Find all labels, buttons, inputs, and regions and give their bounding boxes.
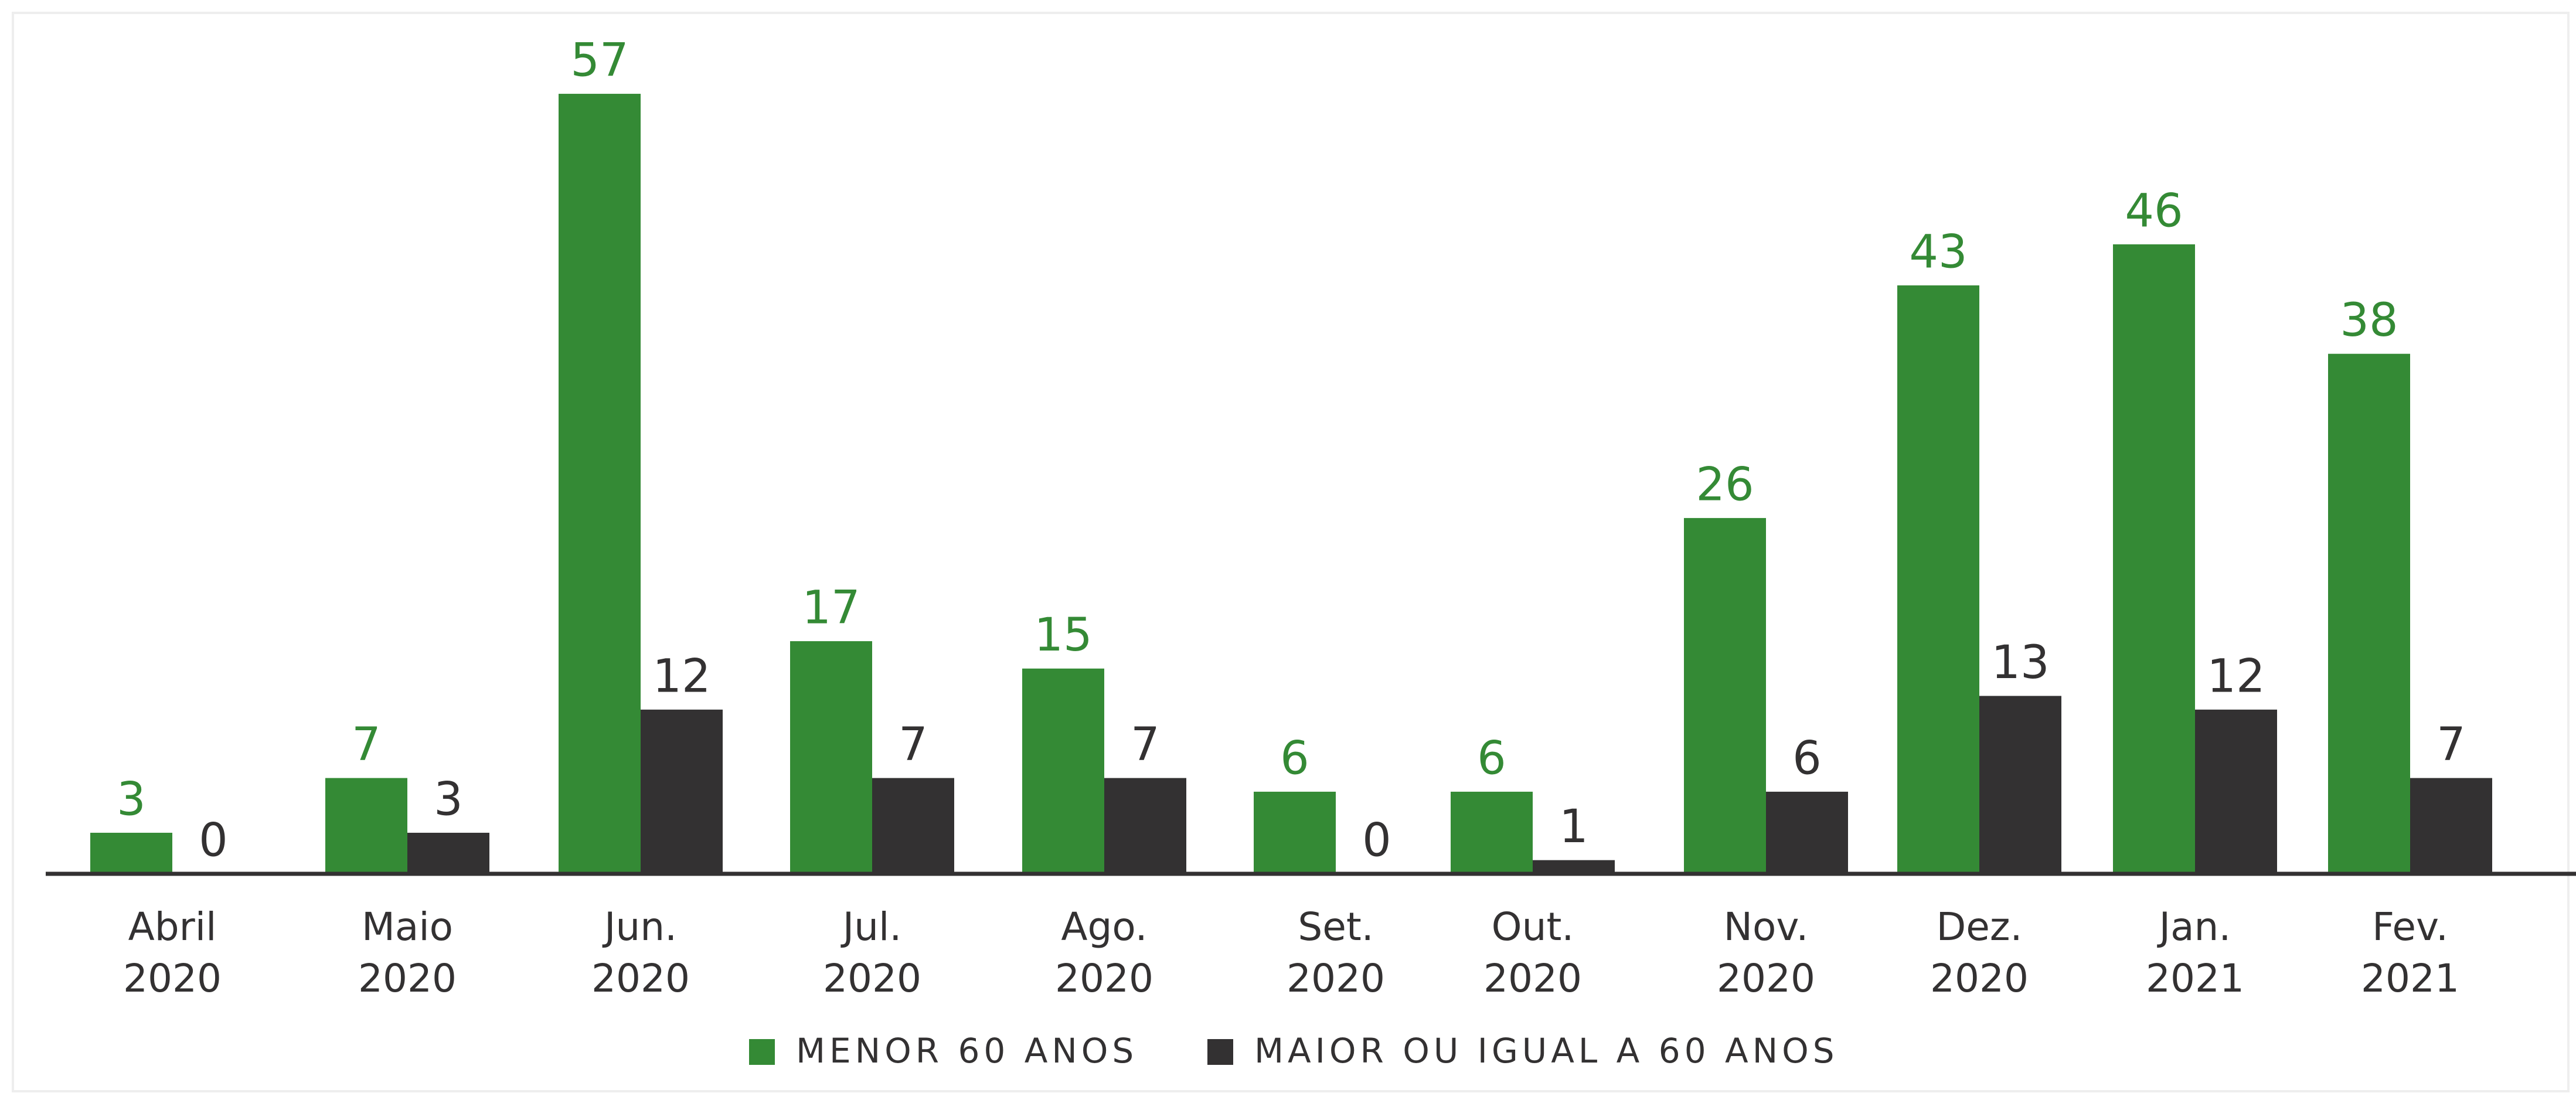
bar — [1979, 696, 2061, 874]
bar — [1684, 517, 1766, 874]
x-tick-label: Dez. 2020 — [1930, 904, 2029, 1001]
bar — [1022, 668, 1104, 874]
value-label: 43 — [1909, 226, 1967, 278]
x-tick-label: Jan. 2021 — [2146, 904, 2244, 1001]
bar — [1451, 791, 1533, 874]
bar — [2410, 778, 2492, 874]
bar — [790, 641, 872, 874]
value-label: 46 — [2125, 185, 2183, 237]
bar — [872, 778, 954, 874]
frame — [12, 12, 2570, 1092]
bar — [1104, 778, 1186, 874]
value-label: 0 — [1362, 814, 1391, 867]
value-label: 6 — [1477, 732, 1506, 785]
value-label: 6 — [1792, 732, 1822, 785]
x-tick-label: Jul. 2020 — [823, 904, 921, 1001]
bar — [325, 778, 407, 874]
bar — [1533, 860, 1615, 874]
bar — [641, 709, 723, 874]
value-label: 7 — [352, 719, 381, 771]
x-tick-label: Fev. 2021 — [2361, 904, 2459, 1001]
value-label: 12 — [652, 650, 710, 703]
value-label: 15 — [1034, 609, 1092, 662]
value-label: 26 — [1696, 458, 1754, 511]
value-label: 7 — [1131, 719, 1160, 771]
bar — [1766, 791, 1848, 874]
value-label: 0 — [199, 814, 228, 867]
legend-label: MENOR 60 ANOS — [796, 1031, 1138, 1071]
value-label: 3 — [117, 773, 146, 826]
value-label: 3 — [434, 773, 463, 826]
x-tick-label: Out. 2020 — [1483, 904, 1582, 1001]
bar — [2195, 709, 2277, 874]
bar — [2328, 353, 2410, 874]
x-tick-label: Nov. 2020 — [1717, 904, 1815, 1001]
x-tick-label: Jun. 2020 — [591, 904, 690, 1001]
legend-swatch — [1207, 1039, 1233, 1065]
value-label: 12 — [2207, 650, 2265, 703]
x-tick-label: Set. 2020 — [1287, 904, 1385, 1001]
value-label: 13 — [1991, 636, 2049, 689]
value-label: 38 — [2340, 294, 2398, 347]
bar — [2113, 244, 2195, 874]
value-label: 1 — [1559, 801, 1588, 853]
value-label: 6 — [1280, 732, 1309, 785]
value-label: 17 — [802, 582, 860, 635]
x-tick-label: Ago. 2020 — [1055, 904, 1153, 1001]
value-label: 57 — [570, 35, 628, 87]
x-tick-label: Abril 2020 — [123, 904, 222, 1001]
bar — [1254, 791, 1336, 874]
value-label: 7 — [899, 719, 928, 771]
legend-label: MAIOR OU IGUAL A 60 ANOS — [1254, 1031, 1839, 1071]
bar — [559, 94, 641, 874]
value-label: 7 — [2437, 719, 2466, 771]
bar — [407, 832, 489, 874]
bar — [1897, 285, 1979, 874]
legend-swatch — [749, 1039, 775, 1065]
x-tick-label: Maio 2020 — [358, 904, 457, 1001]
bar — [90, 832, 172, 874]
